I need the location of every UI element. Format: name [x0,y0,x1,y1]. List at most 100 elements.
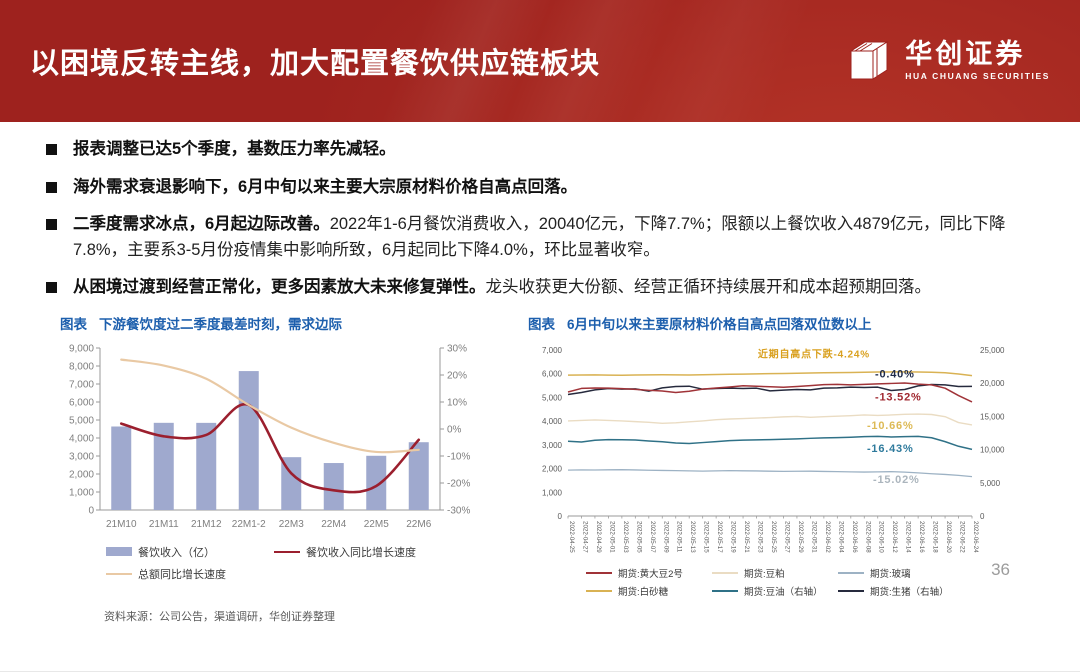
legend-item: 期货:豆粕 [712,566,838,580]
bullet-rest-text: 龙头收获更大份额、经营正循环持续展开和成本超预期回落。 [485,278,932,297]
source-note: 资料来源：公司公告，渠道调研，华创证券整理 [104,610,335,623]
left-axis-tick-label: 2,000 [69,469,94,480]
right-chart-title: 图表 6月中旬以来主要原材料价格自高点回落双位数以上 [528,313,1024,333]
date-tick-label: 2022-06-04 [837,521,844,553]
line-series-3 [567,413,973,426]
right-chart-legend: 期货:黄大豆2号 期货:豆粕 期货:玻璃 期货:白砂糖 期货:豆油（右轴） 期货:生猪（右… [528,566,1016,602]
left-axis-tick-label: 3,000 [69,451,94,462]
date-tick-label: 2022-06-20 [945,521,952,553]
bars-group [111,370,429,510]
date-tick-label: 2022-04-29 [595,521,602,553]
left-axis-tick-label: 7,000 [542,346,563,355]
bullet-bold-text: 从困境过渡到经营正常化，更多因素放大未来修复弹性。 [73,278,486,297]
cube-logo-icon [849,41,889,80]
left-axis-tick-label: 1,000 [542,488,563,497]
header-banner: 以困境反转主线，加大配置餐饮供应链板块 华创证券 HUA CHUANG SECU… [0,0,1080,122]
date-tick-label: 2022-05-05 [635,521,642,553]
category-label: 22M5 [364,519,389,530]
bar [238,370,259,510]
date-tick-label: 2022-05-17 [716,521,723,553]
bullet-square-icon [46,144,57,155]
legend-label: 总额同比增长速度 [138,568,226,581]
right-axis-tick-label: -20% [447,478,470,489]
bullet-bold-text: 二季度需求冰点，6月起边际改善。 [73,215,330,234]
bullet-square-icon [46,181,57,193]
left-axis-tick-label: 9,000 [69,343,94,354]
bullet-item-2: 海外需求衰退影响下，6月中旬以来主要大宗原材料价格自高点回落。 [44,175,1038,201]
legend-item: 期货:生猪（右轴） [838,584,964,598]
bullet-bold-text: 海外需求衰退影响下，6月中旬以来主要大宗原材料价格自高点回落。 [73,177,578,196]
bullet-item-1: 报表调整已达5个季度，基数压力率先减轻。 [44,137,1038,163]
date-tick-label: 2022-06-12 [891,521,898,553]
left-axis-tick-label: 4,000 [542,417,563,426]
left-axis-tick-label: 0 [558,512,563,521]
series-change-label: -0.40% [875,368,915,380]
legend-label: 期货:白砂糖 [618,586,669,598]
legend-label: 期货:豆粕 [744,568,785,580]
brand-logo: 华创证券 HUA CHUANG SECURITIES [843,35,1050,87]
legend-line-swatch [586,589,612,592]
right-axis-tick-label: 0 [980,512,985,521]
bullet-text: 二季度需求冰点，6月起边际改善。2022年1-6月餐饮消费收入，20040亿元，… [73,212,1038,263]
right-axis-tick-label: 25,000 [980,346,1005,355]
legend-item: 总额同比增长速度 [106,566,226,582]
legend-line-swatch [106,572,132,575]
chart-title-text: 6月中旬以来主要原材料价格自高点回落双位数以上 [567,316,872,332]
right-axis-tick-label: 20% [447,370,467,381]
right-axis-tick-label: -30% [447,505,470,516]
date-tick-label: 2022-06-08 [864,521,871,553]
left-axis-tick-label: 4,000 [69,433,94,444]
date-tick-label: 2022-06-06 [851,521,858,553]
bullet-text: 从困境过渡到经营正常化，更多因素放大未来修复弹性。龙头收获更大份额、经营正循环持… [73,275,931,301]
bullet-text: 报表调整已达5个季度，基数压力率先减轻。 [73,137,396,163]
legend-label: 期货:豆油（右轴） [744,586,823,598]
date-tick-label: 2022-05-27 [783,521,790,553]
date-tick-label: 2022-06-22 [959,521,966,553]
category-label: 21M12 [191,519,222,530]
bullet-item-4: 从困境过渡到经营正常化，更多因素放大未来修复弹性。龙头收获更大份额、经营正循环持… [44,275,1038,301]
series-change-label: 近期自高点下跌-4.24% [758,347,870,360]
date-tick-label: 2022-06-18 [932,521,939,553]
brand-name: 华创证券 HUA CHUANG SECURITIES [905,41,1050,81]
right-axis-tick-label: 10,000 [980,445,1005,454]
date-tick-label: 2022-05-01 [608,521,615,553]
body-content: 报表调整已达5个季度，基数压力率先减轻。 海外需求衰退影响下，6月中旬以来主要大… [0,122,1080,624]
line-series-1 [120,358,420,454]
bar [366,455,387,510]
date-tick-label: 2022-06-14 [905,521,912,553]
legend-item: 期货:玻璃 [838,566,964,580]
brand-name-en: HUA CHUANG SECURITIES [905,71,1050,82]
figure-restaurant-revenue: 图表 下游餐饮度过二季度最差时刻，需求边际 0 1,000 2,000 3,000 4,0… [60,313,492,602]
page-title: 以困境反转主线，加大配置餐饮供应链板块 [30,48,601,80]
legend-label: 餐饮收入（亿） [138,546,215,559]
bullet-rest-text: 2022年1-6月餐饮消费收入，20040亿元，下降7.7%；限额以上餐饮收入4… [73,215,1006,259]
right-axis-tick-label: 10% [447,397,467,408]
date-tick-label: 2022-05-29 [797,521,804,553]
date-tick-label: 2022-05-13 [689,521,696,553]
date-tick-label: 2022-06-10 [878,521,885,553]
date-tick-label: 2022-05-03 [622,521,629,553]
bar [111,426,132,510]
legend-line-swatch [712,589,738,592]
futures-chart-svg: 0 1,000 2,000 3,000 4,000 5,000 6,000 7,000 0 5,0… [542,346,1005,553]
series-change-label: -10.66% [867,420,914,432]
date-tick-label: 2022-05-23 [757,521,764,553]
date-tick-label: 2022-05-07 [649,521,656,553]
bar [196,422,217,510]
right-axis-tick-label: 5,000 [980,479,1001,488]
right-axis-tick-label: 20,000 [980,379,1005,388]
legend-label: 餐饮收入同比增长速度 [306,546,416,559]
left-axis-tick-label: 5,000 [69,415,94,426]
category-label: 22M6 [406,519,431,530]
legend-item: 期货:白砂糖 [586,584,712,598]
legend-line-swatch [838,571,864,574]
category-label: 21M11 [149,519,179,530]
date-tick-label: 2022-05-15 [703,521,710,553]
legend-item: 餐饮收入同比增长速度 [274,544,484,560]
line-series-0 [567,370,973,377]
date-tick-label: 2022-05-31 [810,521,817,553]
bullet-square-icon [46,282,57,294]
legend-item: 期货:豆油（右轴） [712,584,838,598]
bar [153,422,174,510]
date-tick-label: 2022-05-11 [676,521,683,553]
